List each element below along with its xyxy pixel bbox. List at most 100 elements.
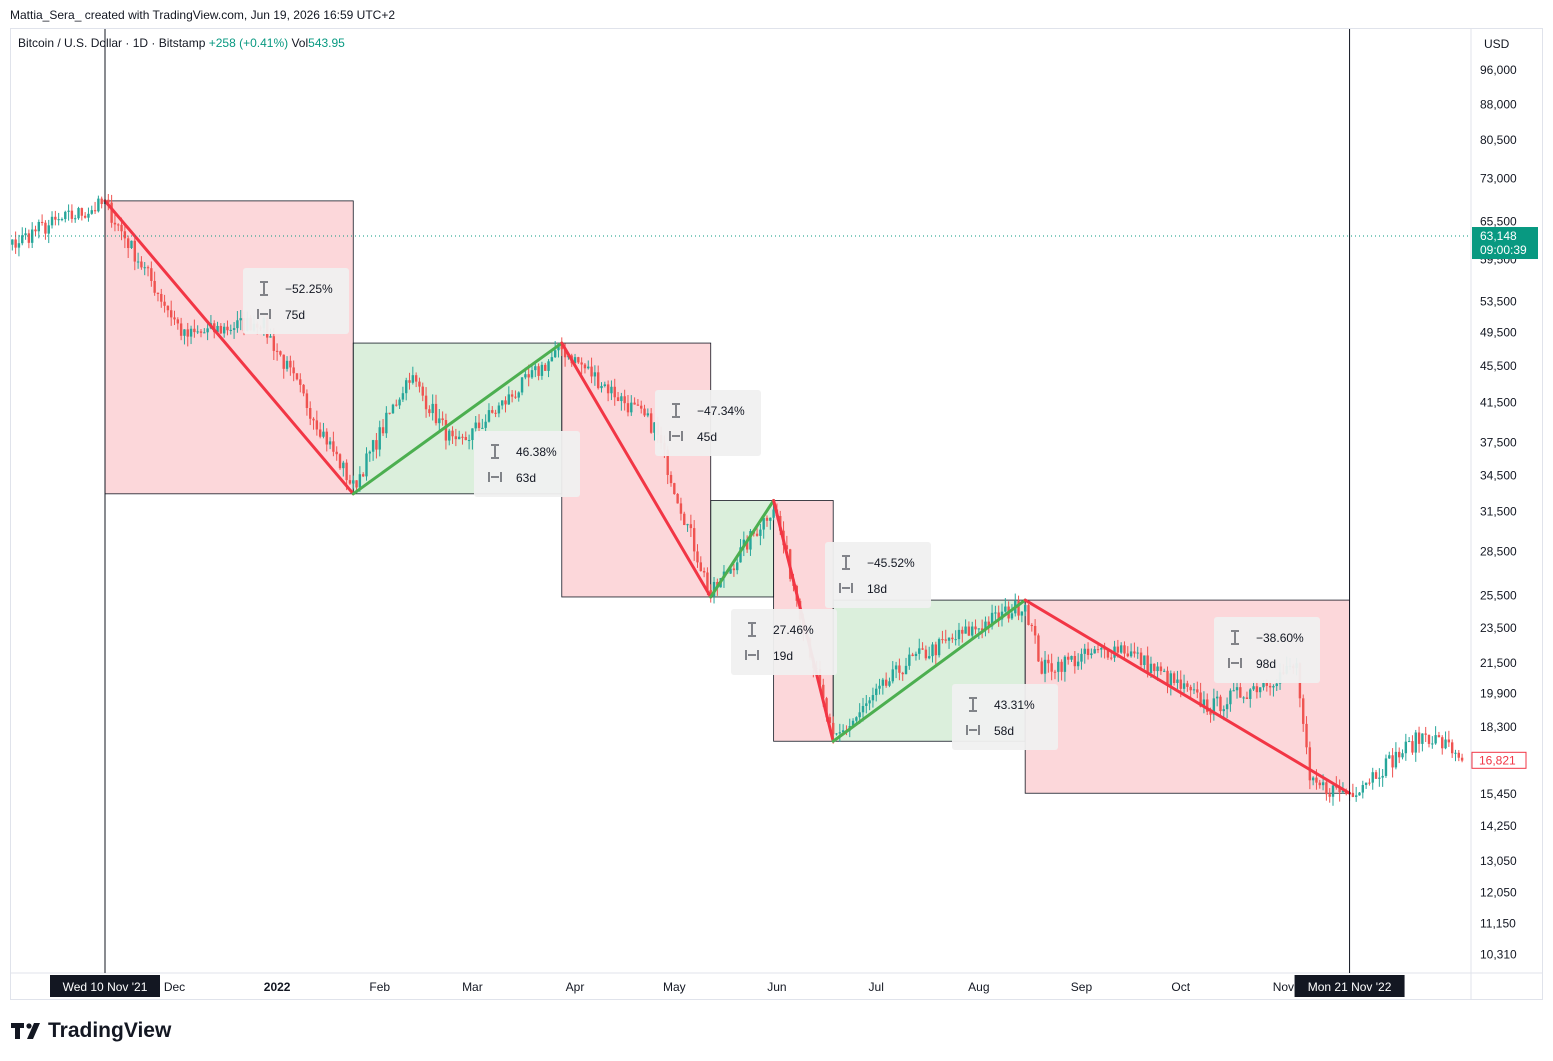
price-tick: 88,000 <box>1480 97 1517 111</box>
candle-body <box>1206 699 1209 712</box>
candle-body <box>1212 698 1216 715</box>
candle-body <box>1424 733 1427 735</box>
candle-body <box>1199 692 1202 707</box>
candle-body <box>484 421 487 428</box>
candle-body <box>239 318 242 321</box>
candle-body <box>1414 732 1417 753</box>
duration: 98d <box>1256 657 1276 671</box>
candle-body <box>1129 651 1133 657</box>
measure-info-bg <box>952 684 1058 750</box>
candle-body <box>1182 683 1186 689</box>
candle-body <box>1196 689 1199 693</box>
candle-body <box>60 219 64 221</box>
candle-body <box>990 612 994 627</box>
candle-body <box>1123 645 1126 654</box>
volume-label: Vol <box>291 36 309 50</box>
candle-body <box>126 238 130 249</box>
candle-body <box>342 462 345 469</box>
candle-body <box>1407 741 1411 743</box>
candle-body <box>1232 690 1235 692</box>
candle-body <box>937 639 941 656</box>
candle-body <box>620 396 623 402</box>
candle-body <box>560 344 563 350</box>
candle-body <box>927 656 931 659</box>
candle-body <box>47 225 50 234</box>
candle-body <box>467 440 471 442</box>
candle-body <box>74 218 77 220</box>
candle-body <box>785 545 789 550</box>
price-tick: 10,310 <box>1480 947 1517 961</box>
candle-body <box>355 480 358 488</box>
candle-body <box>448 430 451 441</box>
candle-body <box>1126 653 1129 657</box>
candle-body <box>199 331 203 333</box>
candle-body <box>1143 655 1146 666</box>
candle-body <box>328 441 332 445</box>
candle-body <box>1043 659 1047 674</box>
last-price-value: 16,821 <box>1479 753 1516 767</box>
measure-info-7: −38.60% 98d <box>1214 617 1320 683</box>
candle-body <box>524 374 527 378</box>
height-icon <box>748 622 756 637</box>
candle-body <box>1354 795 1358 797</box>
candle-body <box>1215 696 1219 699</box>
candle-body <box>1318 782 1321 786</box>
candle-body <box>1020 611 1024 616</box>
trend-line-2 <box>351 341 564 496</box>
candle-body <box>984 621 987 631</box>
candle-body <box>143 267 146 269</box>
candle-body <box>745 539 749 550</box>
candle-body <box>699 562 702 572</box>
candle-body <box>772 509 775 518</box>
candle-body <box>1431 743 1434 745</box>
candle-body <box>1057 661 1060 672</box>
width-icon <box>1228 658 1242 668</box>
candle-body <box>1037 635 1040 662</box>
candle-body <box>421 386 424 396</box>
candle-body <box>1325 782 1328 795</box>
candle-body <box>971 626 974 636</box>
symbol-name[interactable]: Bitcoin / U.S. Dollar · 1D · Bitstamp <box>18 36 206 50</box>
candle-body <box>603 384 607 386</box>
measure-info-bg <box>825 542 931 608</box>
currency-label: USD <box>1484 37 1510 51</box>
candle-body <box>924 649 928 659</box>
candle-body <box>21 235 24 244</box>
candle-body <box>706 572 709 591</box>
price-tick: 18,300 <box>1480 720 1517 734</box>
candle-body <box>474 422 477 429</box>
candle-body <box>1166 670 1169 686</box>
chart-header: Mattia_Sera_ created with TradingView.co… <box>10 8 396 22</box>
measure-info-1: −52.25% 75d <box>243 268 349 334</box>
candle-body <box>1368 782 1371 784</box>
candle-body <box>501 400 504 406</box>
candle-body <box>1249 689 1252 699</box>
time-tick: Jul <box>869 980 884 994</box>
candle-body <box>911 654 914 657</box>
candle-body <box>851 720 855 726</box>
candle-body <box>884 679 888 686</box>
candle-body <box>1381 775 1384 778</box>
price-tick: 19,900 <box>1480 687 1517 701</box>
candle-body <box>1086 648 1090 656</box>
duration: 75d <box>285 308 305 322</box>
candle-body <box>540 364 544 376</box>
trend-line-7 <box>1023 598 1352 795</box>
candle-body <box>573 357 577 364</box>
candle-body <box>282 354 285 369</box>
candle-body <box>739 547 742 563</box>
candle-body <box>1262 682 1265 688</box>
candle-body <box>471 428 474 441</box>
candle-body <box>1073 655 1077 667</box>
duration: 63d <box>516 471 536 485</box>
candle-body <box>1186 683 1189 687</box>
candle-body <box>368 451 371 454</box>
price-tick: 37,500 <box>1480 436 1517 450</box>
candle-body <box>947 637 951 641</box>
time-tick: Apr <box>566 980 585 994</box>
candle-body <box>487 410 491 422</box>
candle-body <box>510 394 514 397</box>
candle-body <box>358 474 362 488</box>
candle-body <box>196 331 199 333</box>
